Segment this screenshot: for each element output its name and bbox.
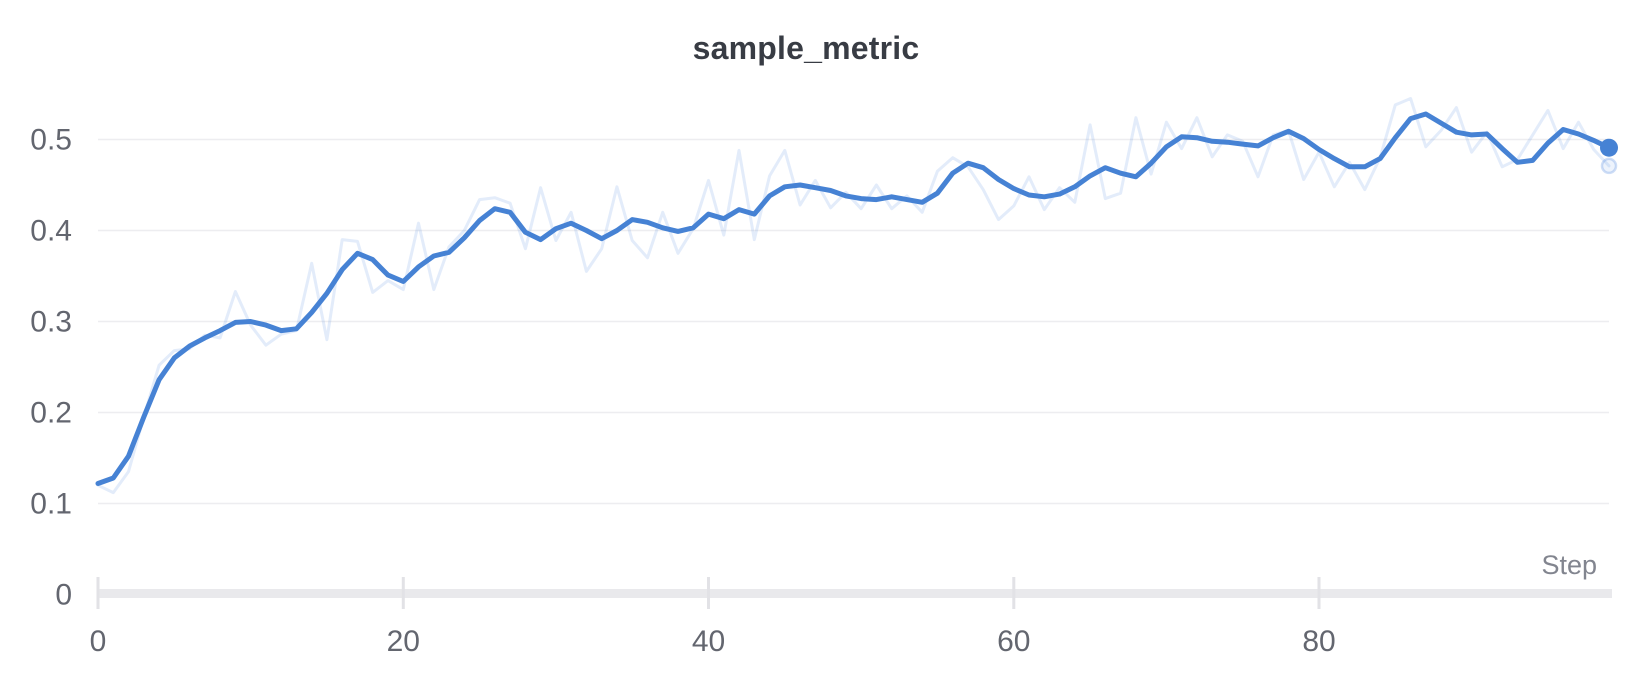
page-title: sample_metric	[692, 30, 920, 66]
smoothed-series-line[interactable]	[95, 111, 1612, 486]
y-tick-label: 0.1	[30, 488, 72, 521]
x-tick-label: 60	[997, 625, 1030, 658]
x-axis-bar	[98, 589, 1612, 598]
x-tick-mark	[401, 577, 405, 609]
x-tick-mark	[1012, 577, 1016, 609]
x-tick-mark	[1317, 577, 1321, 609]
y-tick-label: 0.4	[30, 215, 72, 248]
x-tick-label: 80	[1302, 625, 1335, 658]
raw-endpoint-ring[interactable]	[1600, 157, 1618, 175]
y-tick-label: 0.2	[30, 397, 72, 430]
y-tick-label: 0	[55, 579, 72, 612]
raw-series-line[interactable]	[96, 97, 1611, 495]
y-tick-label: 0.3	[30, 306, 72, 339]
x-tick-mark	[96, 577, 100, 609]
x-tick-label: 20	[387, 625, 420, 658]
x-tick-mark	[707, 577, 710, 609]
x-tick-label: 0	[90, 625, 107, 658]
smoothed-endpoint-dot[interactable]	[1600, 138, 1618, 157]
x-axis-label: Step	[1541, 550, 1597, 580]
y-tick-label: 0.5	[30, 124, 72, 157]
x-tick-label: 40	[692, 625, 725, 658]
